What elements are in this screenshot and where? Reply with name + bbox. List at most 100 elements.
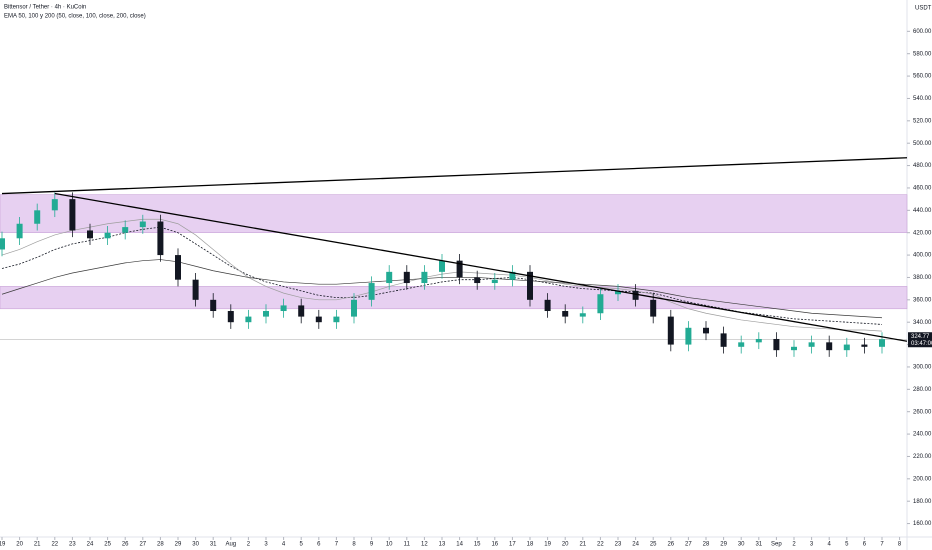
price-tag — [908, 332, 932, 348]
candle-body — [615, 290, 621, 295]
candle-body — [843, 344, 850, 351]
y-tick-label: 200.00 — [913, 476, 932, 482]
candle-body — [333, 316, 340, 323]
candle-body — [210, 299, 217, 312]
x-tick-label: 4 — [828, 542, 832, 548]
candle-body — [861, 344, 868, 347]
chart-title: Bittensor / Tether · 4h · KuCoin — [4, 5, 86, 11]
zone — [0, 286, 908, 310]
candle-body — [808, 342, 815, 347]
candle-body — [34, 210, 41, 224]
x-tick-label: 31 — [755, 542, 762, 548]
x-tick-label: 17 — [509, 542, 516, 548]
candle-body — [298, 305, 305, 317]
y-tick-label: 440.00 — [913, 208, 932, 214]
x-tick-label: 8 — [898, 542, 902, 548]
candle-body — [245, 316, 252, 323]
x-tick-label: 24 — [87, 542, 94, 548]
x-tick-label: 5 — [845, 542, 849, 548]
trend-line — [1, 157, 908, 195]
candle-body — [421, 271, 428, 284]
y-axis-label: USDT — [915, 6, 932, 12]
candle-body — [544, 299, 551, 312]
y-tick-label: 220.00 — [913, 454, 932, 460]
x-tick-label: 3 — [810, 542, 814, 548]
x-tick-label: 4 — [282, 542, 286, 548]
candle-body — [755, 338, 762, 343]
x-tick-label: 6 — [863, 542, 867, 548]
candle-body — [562, 311, 569, 317]
x-tick-label: 21 — [579, 542, 586, 548]
candle-body — [527, 271, 533, 300]
y-tick-label: 260.00 — [913, 409, 932, 415]
candle-body — [157, 221, 164, 256]
x-tick-label: 9 — [370, 542, 374, 548]
candle-body — [192, 279, 199, 300]
y-tick-label: 160.00 — [913, 521, 932, 527]
x-tick-label: 27 — [139, 542, 146, 548]
y-tick-label: 180.00 — [913, 499, 932, 505]
y-tick-label: 420.00 — [913, 230, 932, 236]
candle-body — [474, 277, 481, 284]
candle-body — [351, 299, 357, 317]
candle-body — [16, 223, 23, 239]
x-tick-label: Aug — [225, 542, 236, 548]
candle-body — [227, 311, 234, 323]
candle-body — [315, 316, 322, 323]
x-tick-label: 13 — [439, 542, 446, 548]
x-tick-label: 30 — [738, 542, 745, 548]
x-tick-label: 11 — [404, 542, 411, 548]
price-tag-countdown: 03:47:00 — [911, 341, 932, 347]
candle-body — [579, 313, 586, 317]
candle-body — [667, 316, 674, 345]
x-tick-label: 6 — [317, 542, 321, 548]
y-tick-label: 380.00 — [913, 275, 932, 281]
candle-body — [738, 342, 745, 347]
candle-body — [879, 339, 885, 347]
x-tick-label: 25 — [650, 542, 657, 548]
x-tick-label: 21 — [34, 542, 41, 548]
y-tick-label: 540.00 — [913, 96, 932, 102]
x-tick-label: 23 — [69, 542, 76, 548]
candle-body — [175, 255, 181, 280]
price-tag-value: 324.77 — [911, 334, 930, 340]
y-tick-label: 520.00 — [913, 118, 932, 124]
x-tick-label: 30 — [192, 542, 199, 548]
candle-body — [0, 238, 5, 250]
x-tick-label: 22 — [597, 542, 604, 548]
y-tick-label: 280.00 — [913, 387, 932, 393]
x-tick-label: 23 — [615, 542, 622, 548]
y-tick-label: 580.00 — [913, 51, 932, 57]
x-tick-label: 10 — [386, 542, 393, 548]
y-tick-label: 300.00 — [913, 365, 932, 371]
candle-body — [791, 346, 797, 351]
x-tick-label: 26 — [667, 542, 674, 548]
candle-body — [491, 279, 498, 284]
candle-body — [509, 271, 516, 280]
x-tick-label: 25 — [104, 542, 111, 548]
candle-body — [69, 199, 76, 231]
x-tick-label: 7 — [880, 542, 884, 548]
candle-body — [456, 260, 463, 278]
x-tick-label: 8 — [352, 542, 356, 548]
candle-body — [87, 230, 93, 239]
x-tick-label: 29 — [720, 542, 727, 548]
candle-body — [104, 232, 111, 239]
candle-body — [685, 327, 692, 345]
candle-body — [139, 221, 146, 228]
indicator-label: EMA 50, 100 y 200 (50, close, 100, close… — [4, 14, 146, 20]
x-tick-label: 22 — [51, 542, 58, 548]
x-tick-label: 15 — [474, 542, 481, 548]
zone — [0, 194, 908, 234]
y-tick-label: 460.00 — [913, 186, 932, 192]
x-tick-label: 29 — [175, 542, 182, 548]
candle-body — [632, 290, 639, 300]
y-tick-label: 360.00 — [913, 297, 932, 303]
candle-body — [773, 338, 780, 351]
x-tick-label: 2 — [247, 542, 251, 548]
y-tick-label: 600.00 — [913, 29, 932, 35]
trend-line — [54, 192, 908, 342]
x-tick-label: 20 — [562, 542, 569, 548]
x-tick-label: 26 — [122, 542, 129, 548]
